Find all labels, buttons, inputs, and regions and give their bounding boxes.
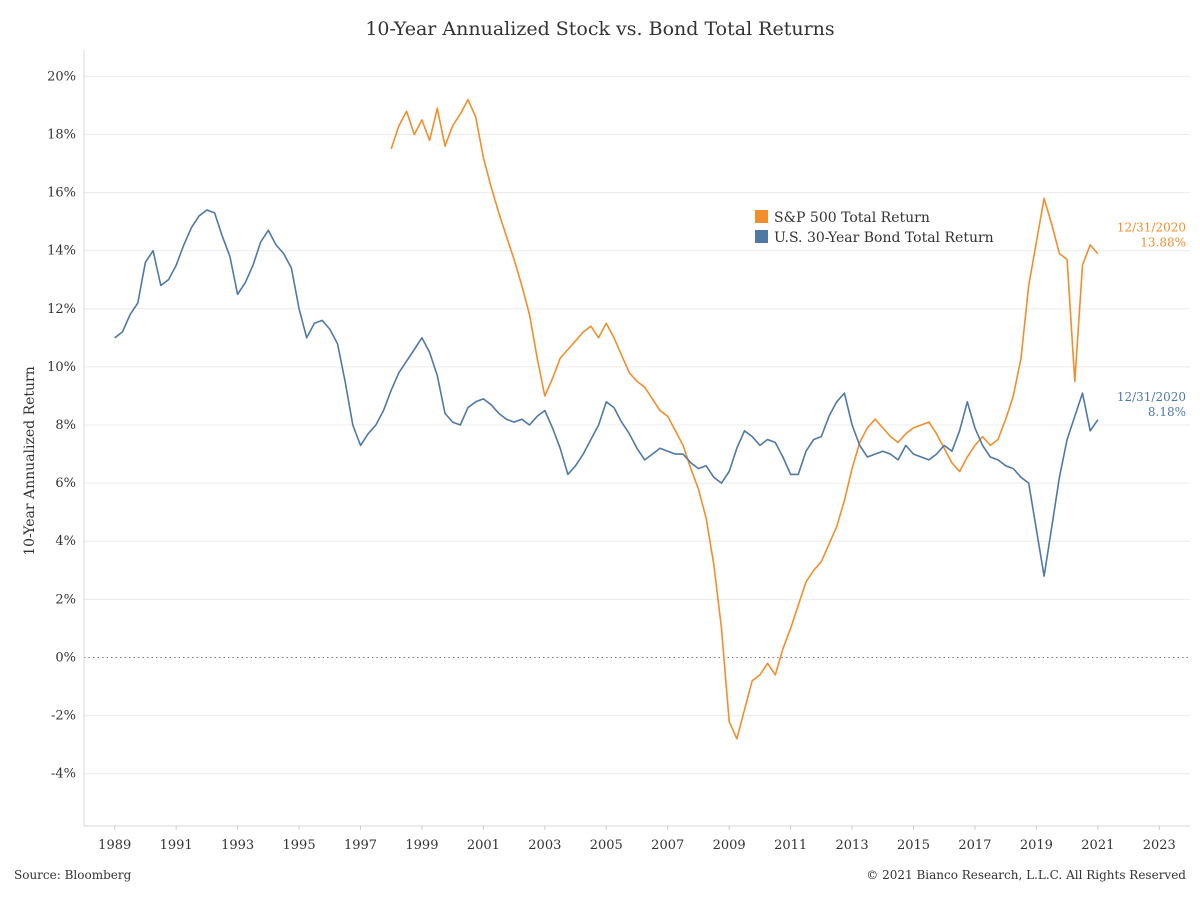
y-tick-label: 2% [55,592,76,607]
end-label-value: 13.88% [1140,236,1186,250]
bond-30yr-total-return-line [114,209,1099,577]
sp500-total-return-line [390,98,1099,740]
legend: S&P 500 Total Return U.S. 30-Year Bond To… [755,210,994,246]
source-note: Source: Bloomberg [14,868,132,882]
y-tick-label: 20% [47,69,76,84]
x-tick-label: 1997 [344,838,377,853]
x-tick-label: 2011 [774,838,807,853]
x-tick-label: 1993 [221,838,254,853]
y-tick-label: 16% [47,186,76,201]
end-label-value: 8.18% [1148,405,1186,419]
x-tick-label: 2007 [651,838,684,853]
x-tick-label: 1989 [98,838,131,853]
y-tick-label: 12% [47,302,76,317]
legend-label: S&P 500 Total Return [774,210,930,226]
x-tick-label: 2003 [528,838,561,853]
x-tick-label: 2001 [467,838,500,853]
x-tick-label: 1991 [160,838,193,853]
x-tick-label: 2009 [713,838,746,853]
gridlines [84,75,1190,775]
y-axis-title: 10-Year Annualized Return [22,366,38,556]
y-tick-label: 10% [47,360,76,375]
legend-swatch [755,210,768,223]
y-tick-label: 0% [55,650,76,665]
x-tick-label: 2015 [897,838,930,853]
legend-swatch [755,230,768,243]
x-tick-label: 2013 [836,838,869,853]
y-tick-label: 6% [55,476,76,491]
y-tick-label: -2% [51,709,76,724]
x-tick-label: 1999 [405,838,438,853]
series-lines [114,98,1099,740]
y-tick-label: -4% [51,767,76,782]
x-tick-label: 2023 [1143,838,1176,853]
y-tick-label: 8% [55,418,76,433]
y-tick-label: 18% [47,127,76,142]
copyright-note: © 2021 Bianco Research, L.L.C. All Right… [866,868,1186,882]
x-tick-label: 1995 [283,838,316,853]
axes: -4% -2% 0% 2% 4% 6% 8% 10% 12% 14% 16% 18% 20% 1989 19… [22,50,1190,853]
x-tick-label: 2021 [1081,838,1114,853]
y-tick-label: 14% [47,244,76,259]
x-tick-label: 2017 [958,838,991,853]
legend-label: U.S. 30-Year Bond Total Return [774,230,994,246]
x-tick-label: 2005 [590,838,623,853]
chart-title: 10-Year Annualized Stock vs. Bond Total … [365,18,835,40]
end-label-date: 12/31/2020 [1117,221,1186,235]
end-label-date: 12/31/2020 [1117,390,1186,404]
x-tick-label: 2019 [1020,838,1053,853]
y-tick-label: 4% [55,534,76,549]
